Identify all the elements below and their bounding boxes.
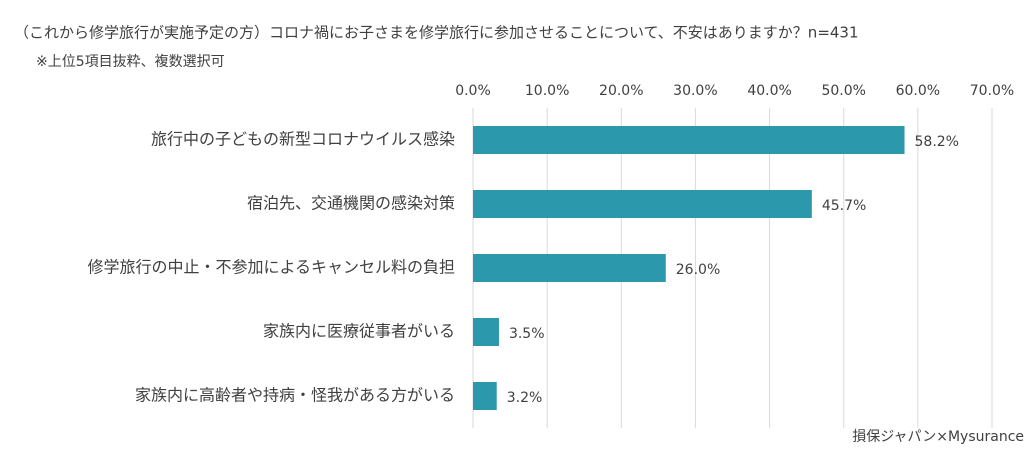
- bar: [473, 254, 666, 282]
- value-label: 3.5%: [509, 326, 545, 342]
- bar: [473, 382, 497, 410]
- y-tick-label: 修学旅行の中止・不参加によるキャンセル料の負担: [87, 258, 455, 277]
- value-label: 58.2%: [915, 134, 959, 150]
- y-tick-label: 旅行中の子どもの新型コロナウイルス感染: [151, 130, 455, 149]
- x-tick-label: 20.0%: [599, 83, 643, 99]
- bar: [473, 190, 812, 218]
- x-tick-label: 60.0%: [896, 83, 940, 99]
- chart-subtitle: ※上位5項目抜粋、複数選択可: [36, 53, 225, 70]
- y-tick-label: 宿泊先、交通機関の感染対策: [247, 194, 455, 213]
- value-label: 45.7%: [822, 198, 866, 214]
- chart-title: （これから修学旅行が実施予定の方）コロナ禍にお子さまを修学旅行に参加させることに…: [14, 24, 859, 42]
- x-tick-label: 40.0%: [747, 83, 791, 99]
- x-tick-label: 50.0%: [821, 83, 865, 99]
- x-tick-label: 10.0%: [525, 83, 569, 99]
- x-tick-label: 70.0%: [970, 83, 1014, 99]
- y-tick-label: 家族内に高齢者や持病・怪我がある方がいる: [135, 386, 455, 405]
- value-label: 3.2%: [507, 390, 543, 406]
- bar: [473, 126, 905, 154]
- x-tick-label: 30.0%: [673, 83, 717, 99]
- bar: [473, 318, 499, 346]
- value-label: 26.0%: [676, 262, 720, 278]
- x-tick-label: 0.0%: [455, 83, 491, 99]
- source: 損保ジャパン×Mysurance: [852, 429, 1024, 445]
- y-tick-label: 家族内に医療従事者がいる: [263, 322, 455, 341]
